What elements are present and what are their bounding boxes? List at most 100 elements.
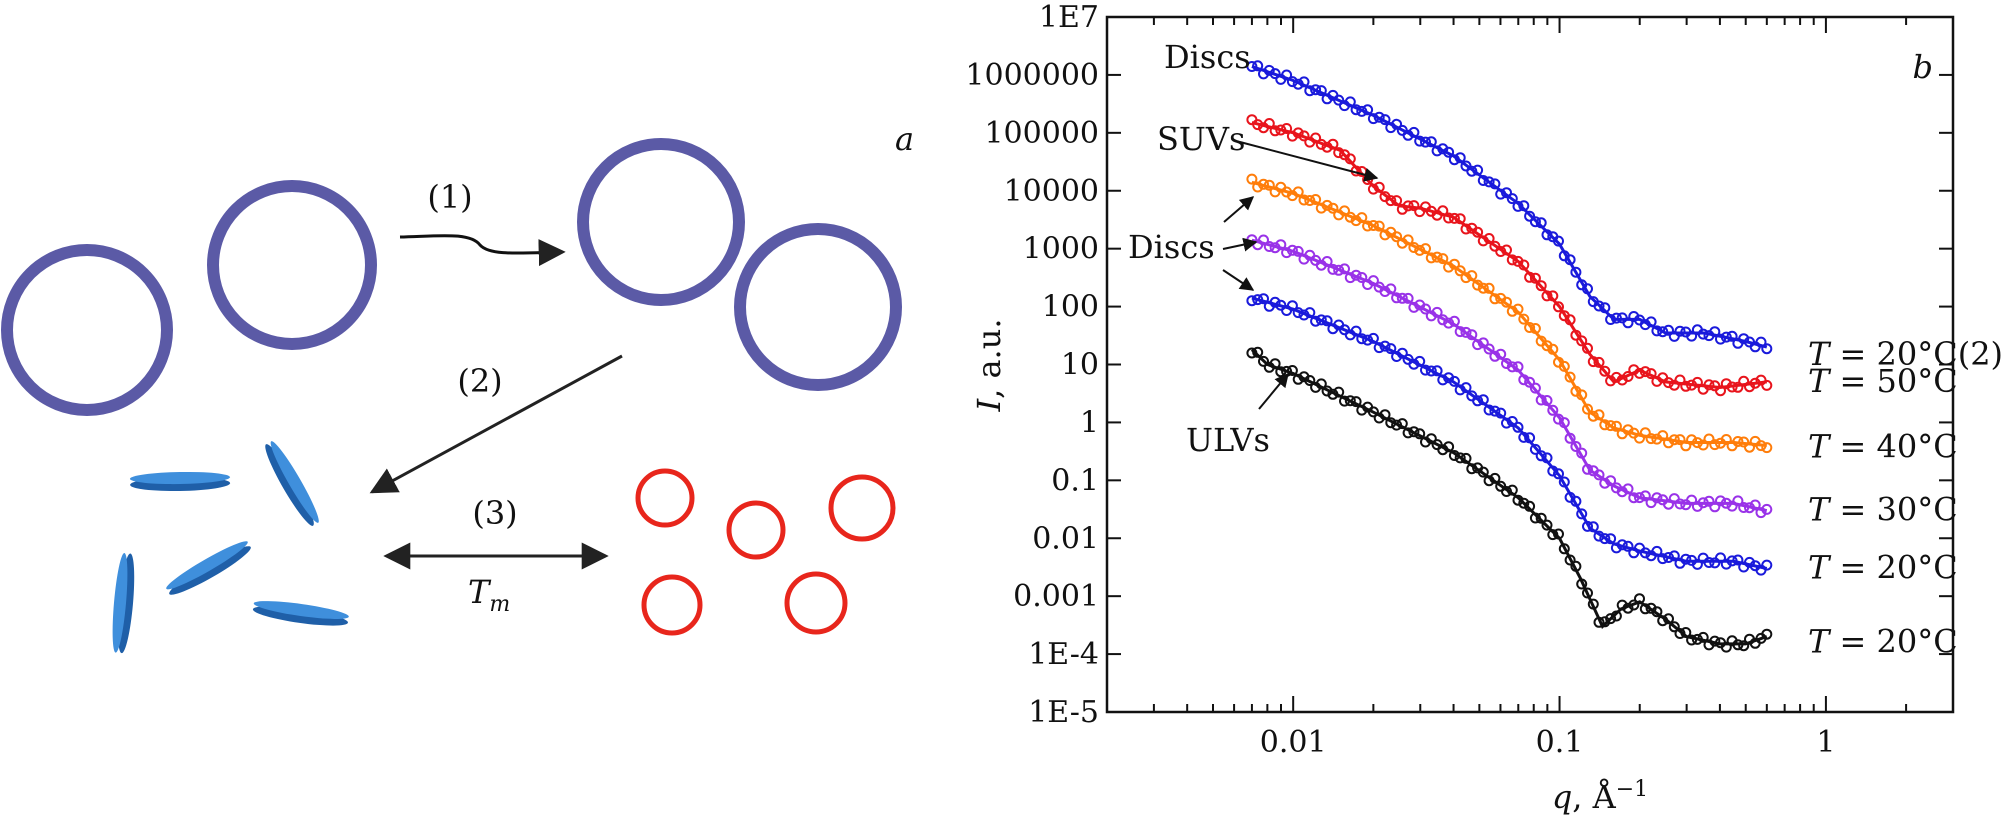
data-point [1697, 631, 1709, 643]
data-point [1634, 367, 1645, 379]
y-tick-label: 100000 [984, 116, 1099, 151]
discs-arrow-2 [1222, 237, 1258, 252]
data-point [1315, 202, 1327, 214]
data-point [1292, 78, 1304, 90]
y-tick-label: 1 [1080, 405, 1099, 440]
data-point [1460, 272, 1472, 284]
data-point [1333, 386, 1345, 398]
y-tick-label: 10000 [1004, 174, 1099, 209]
data-point [1599, 419, 1611, 431]
data-point [1350, 325, 1362, 337]
data-point [1715, 495, 1726, 507]
x-axis: 0.01 0.1 1 [1106, 17, 1954, 760]
data-point [1564, 254, 1576, 266]
data-point [1564, 554, 1576, 566]
data-point [1761, 559, 1773, 571]
data-point [1570, 560, 1582, 572]
data-point [1367, 220, 1379, 231]
data-point [1634, 492, 1645, 504]
data-point [1258, 355, 1269, 367]
data-point [1512, 421, 1524, 433]
data-point [1506, 416, 1518, 427]
data-point [1292, 186, 1304, 198]
data-point [1639, 603, 1651, 615]
data-point [1657, 615, 1669, 627]
data-point [1732, 554, 1744, 566]
data-point [1437, 314, 1449, 326]
data-point [1674, 325, 1686, 337]
annotation-discs-top: Discs [1164, 38, 1251, 76]
data-point [1339, 205, 1350, 217]
data-point [1391, 419, 1403, 431]
data-point [1599, 365, 1611, 377]
data-point [1587, 598, 1599, 610]
data-point [1570, 495, 1582, 507]
data-point [1558, 476, 1570, 488]
data-point [1651, 606, 1663, 618]
data-point [1391, 292, 1403, 304]
data-point [1657, 553, 1669, 565]
data-point [1321, 199, 1333, 211]
data-point [1691, 633, 1703, 645]
data-point [1385, 195, 1397, 207]
data-point [1529, 382, 1541, 394]
data-point [1668, 493, 1680, 505]
data-point [1605, 613, 1617, 625]
data-point [1639, 547, 1651, 559]
data-point [1761, 343, 1773, 355]
data-point [1761, 628, 1773, 640]
data-point [1443, 212, 1455, 224]
data-point [1431, 251, 1443, 263]
data-point [1651, 492, 1663, 504]
data-point [1663, 552, 1674, 563]
data-point [1558, 543, 1570, 555]
data-point [1298, 76, 1310, 88]
data-point [1686, 330, 1698, 342]
data-point [1535, 512, 1547, 524]
data-point [1454, 452, 1466, 464]
data-point [1576, 389, 1588, 401]
data-point [1691, 558, 1703, 570]
data-point [1483, 343, 1495, 355]
data-point [1443, 146, 1455, 158]
large-vesicle-3 [577, 138, 745, 306]
data-point [1663, 437, 1674, 449]
data-point [1535, 280, 1547, 292]
data-point [1460, 382, 1472, 394]
data-point [1495, 407, 1507, 419]
data-point [1489, 405, 1501, 417]
data-point [1420, 136, 1431, 148]
series-group [1246, 60, 1773, 653]
data-point [1506, 305, 1518, 317]
data-point [1680, 440, 1692, 452]
data-point [1477, 175, 1489, 186]
data-point [1680, 553, 1692, 565]
data-point [1477, 235, 1489, 247]
data-point [1327, 138, 1339, 150]
data-point [1726, 555, 1738, 567]
data-point [1356, 404, 1368, 416]
data-point [1373, 220, 1385, 232]
data-point [1431, 365, 1443, 377]
small-vesicle-3 [828, 474, 896, 542]
data-point [1732, 495, 1744, 507]
data-point [1263, 64, 1275, 76]
data-point [1437, 253, 1449, 265]
data-point [1310, 315, 1322, 327]
data-point [1304, 375, 1316, 386]
disc-1 [129, 471, 231, 492]
data-point [1454, 326, 1466, 338]
data-point [1408, 426, 1420, 438]
data-point [1639, 366, 1651, 378]
data-point [1448, 154, 1460, 166]
data-point [1720, 497, 1732, 509]
small-vesicle-5 [784, 571, 848, 635]
data-point [1373, 181, 1385, 193]
y-tick-label: 1000 [1023, 232, 1099, 267]
data-point [1582, 520, 1593, 532]
data-point [1668, 434, 1680, 446]
data-point [1518, 200, 1530, 212]
data-point [1524, 210, 1536, 222]
data-point [1709, 557, 1721, 569]
data-point [1281, 247, 1293, 259]
